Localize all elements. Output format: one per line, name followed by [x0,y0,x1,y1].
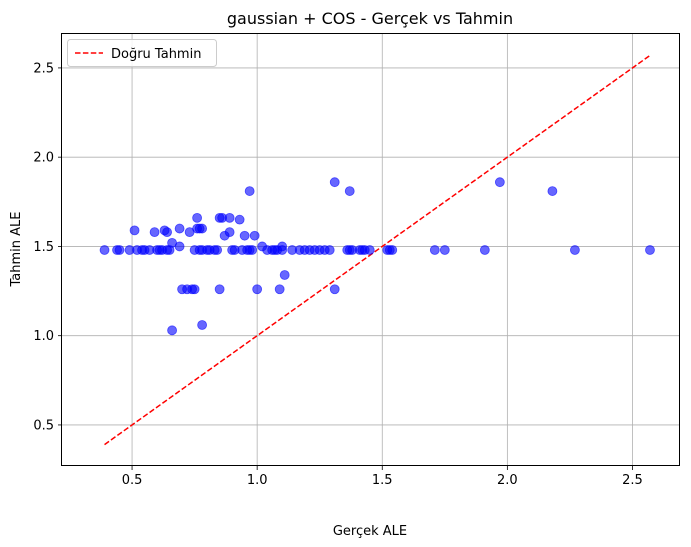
data-point [329,177,340,188]
data-point [174,223,185,234]
data-point [252,284,263,295]
data-point [214,284,225,295]
y-tick-label: 2.5 [33,61,54,76]
data-point [249,230,260,241]
data-point [274,284,285,295]
data-point [439,245,450,255]
data-point [192,212,203,223]
data-point [234,214,245,225]
data-point [479,245,490,255]
legend-label: Doğru Tahmin [111,47,201,62]
data-point [329,284,340,295]
data-point [570,245,580,255]
data-point [244,186,255,196]
data-point [239,230,250,241]
data-point [547,186,558,196]
legend-box [67,39,217,67]
data-point [645,245,655,255]
data-point [162,227,172,238]
data-point [129,225,140,236]
data-point [149,227,160,238]
data-point [197,320,208,330]
legend: Doğru Tahmin [67,39,217,67]
data-point [197,223,208,234]
data-point [212,245,223,255]
x-tick-label: 2.0 [497,473,518,488]
x-axis-label: Gerçek ALE [333,524,407,539]
data-point [429,245,440,255]
x-tick-label: 1.5 [372,473,393,488]
data-point [174,241,185,252]
chart-title: gaussian + COS - Gerçek vs Tahmin [227,9,513,28]
x-tick-label: 1.0 [247,473,268,488]
data-point [364,245,375,255]
y-axis-ticks: 0.5 1.0 1.5 2.0 2.5 [33,61,62,433]
reference-line-layer [104,54,651,446]
data-point [279,270,290,280]
data-point [277,245,288,255]
data-point [189,284,200,295]
data-point [167,325,177,336]
data-point [494,177,505,188]
data-point [114,245,125,255]
data-point [324,245,335,255]
plot-frame [61,33,680,466]
reference-line [104,54,651,446]
data-points [99,177,655,336]
y-tick-label: 1.0 [33,329,54,344]
y-axis-label: Tahmin ALE [9,212,24,288]
y-tick-label: 2.0 [33,151,54,166]
x-tick-label: 0.5 [122,473,143,488]
y-tick-label: 0.5 [33,418,54,433]
y-tick-label: 1.5 [33,240,54,255]
data-point [247,245,258,255]
data-point [344,186,355,196]
x-tick-label: 2.5 [622,473,643,488]
data-point [224,212,235,223]
data-point [224,227,235,238]
x-axis-ticks: 0.5 1.0 1.5 2.0 2.5 [122,466,643,488]
data-point [99,245,110,255]
data-point [387,245,398,255]
